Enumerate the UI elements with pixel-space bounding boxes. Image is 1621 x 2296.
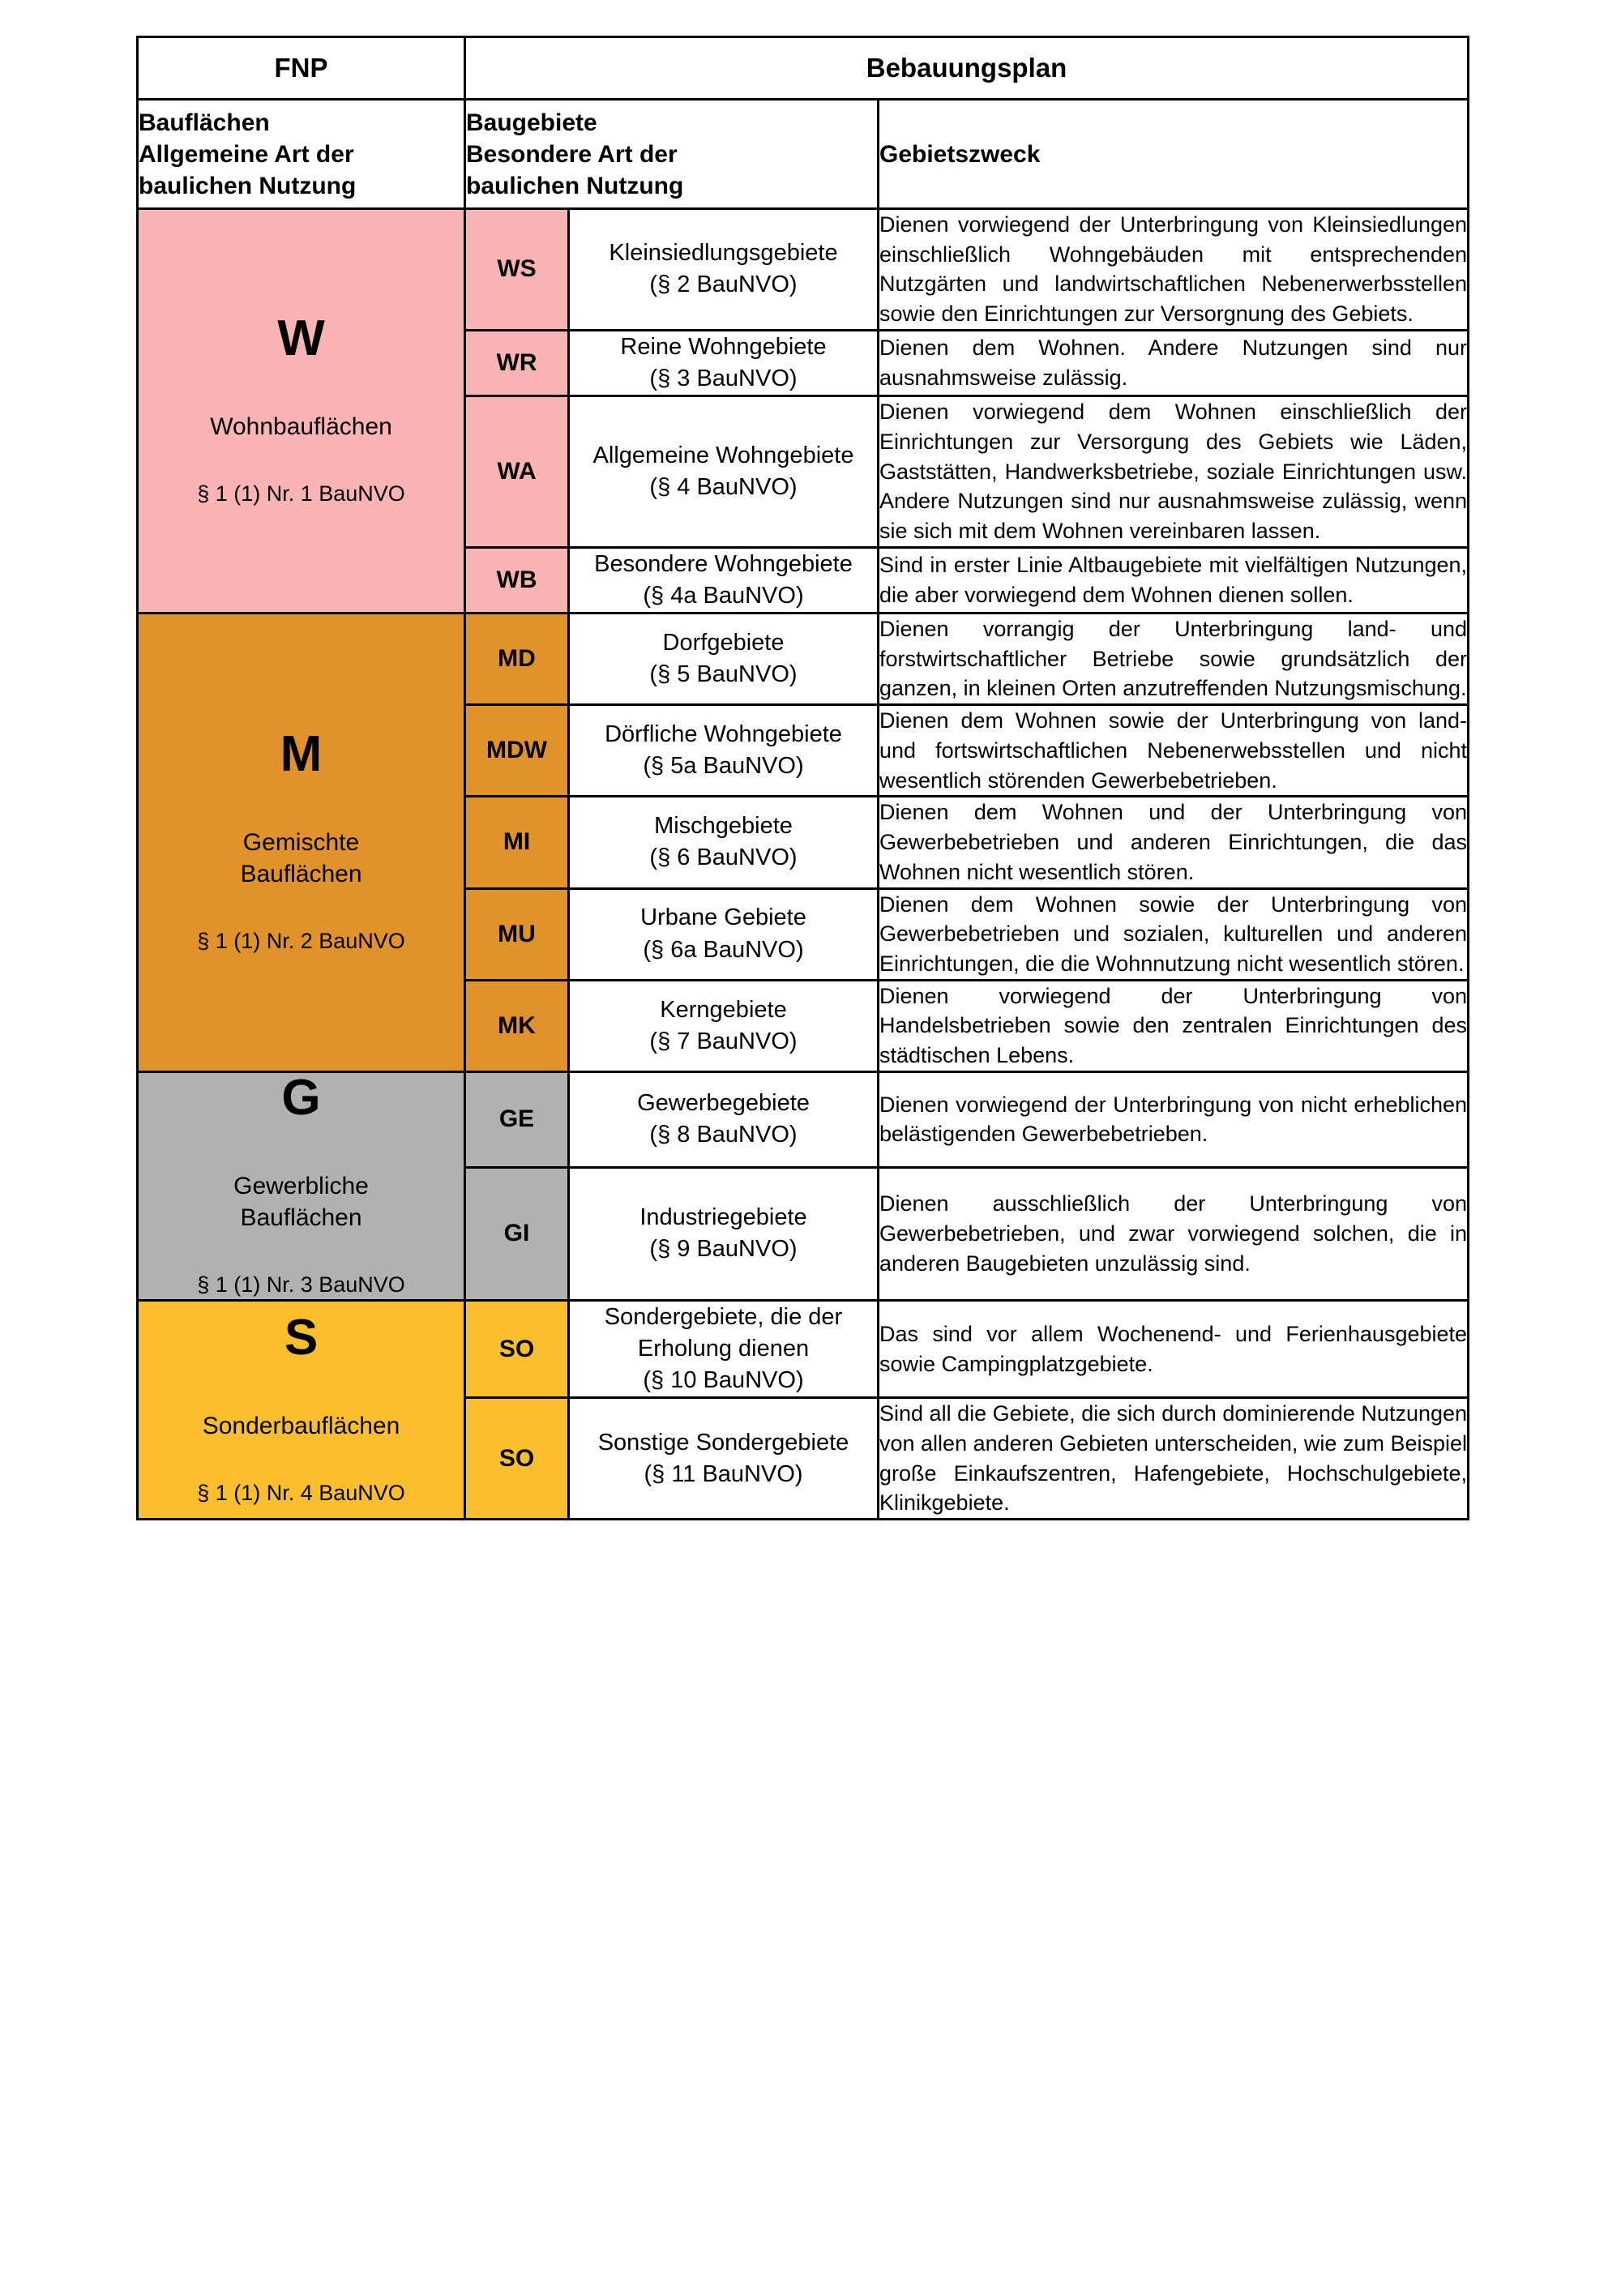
zweck-wr: Dienen dem Wohnen. Andere Nutzungen sind…: [876, 328, 1470, 398]
gebiet-wa: Allgemeine Wohngebiete (§ 4 BauNVO): [567, 395, 879, 549]
category-letter: W: [277, 310, 325, 366]
table-row: WR Reine Wohngebiete (§ 3 BauNVO) Dienen …: [138, 328, 1470, 398]
zweck-ge: Dienen vorwiegend der Unterbringung von …: [876, 1070, 1470, 1169]
abbr-wr: WR: [464, 328, 570, 398]
abbr-so-sonstige: SO: [464, 1396, 570, 1521]
table-body: FNP Bebauungsplan Bauflächen Allgemeine A…: [136, 36, 1470, 1521]
zweck-md: Dienen vorrangig der Unterbringung land-…: [876, 612, 1470, 707]
category-name: Wohnbauflächen: [210, 413, 392, 440]
category-cell-gemischte-bauflaechen: M Gemischte Bauflächen § 1 (1) Nr. 2 BauN…: [136, 612, 466, 1073]
zweck-mk: Dienen vorwiegend der Unterbringung von …: [876, 978, 1470, 1073]
zweck-mdw: Dienen dem Wohnen sowie der Unterbringun…: [876, 703, 1470, 798]
header-fnp: FNP: [136, 36, 466, 100]
abbr-wa: WA: [464, 395, 570, 549]
table-row: SO Sonstige Sondergebiete (§ 11 BauNVO) S…: [138, 1396, 1470, 1521]
fnp-baunvo-table-sheet: FNP Bebauungsplan Bauflächen Allgemeine A…: [136, 36, 1470, 1521]
zweck-mu: Dienen dem Wohnen sowie der Unterbringun…: [876, 887, 1470, 981]
gebiet-mi: Mischgebiete (§ 6 BauNVO): [567, 795, 879, 890]
abbr-mu: MU: [464, 887, 570, 981]
category-name: Gemischte Bauflächen: [240, 828, 362, 887]
gebiet-ws: Kleinsiedlungsgebiete (§ 2 BauNVO): [567, 207, 879, 331]
category-paragraph: § 1 (1) Nr. 3 BauNVO: [197, 1272, 405, 1297]
gebiet-md: Dorfgebiete (§ 5 BauNVO): [567, 612, 879, 707]
table-row: G Gewerbliche Bauflächen § 1 (1) Nr. 3 Ba…: [136, 1070, 1470, 1302]
gebiet-mdw: Dörfliche Wohngebiete (§ 5a BauNVO): [567, 703, 879, 798]
category-paragraph: § 1 (1) Nr. 4 BauNVO: [197, 1480, 405, 1505]
category-name: Sonderbauflächen: [202, 1412, 400, 1439]
header-baugebiete: Baugebiete Besondere Art der baulichen Nut…: [464, 98, 879, 210]
table-row: MDW Dörfliche Wohngebiete (§ 5a BauNVO) D…: [138, 703, 1470, 798]
gebiet-mk: Kerngebiete (§ 7 BauNVO): [567, 978, 879, 1073]
table-row: WA Allgemeine Wohngebiete (§ 4 BauNVO) Di…: [138, 395, 1470, 549]
zweck-mi: Dienen dem Wohnen und der Unterbringung …: [876, 795, 1470, 890]
abbr-ge: GE: [464, 1070, 570, 1169]
category-letter: M: [280, 725, 323, 782]
category-name: Gewerbliche Bauflächen: [233, 1172, 369, 1231]
abbr-mdw: MDW: [464, 703, 570, 798]
header-bauflaechen: Bauflächen Allgemeine Art der baulichen Nu…: [136, 98, 466, 210]
fnp-bebauungsplan-table: FNP Bebauungsplan Bauflächen Allgemeine A…: [136, 36, 1470, 1521]
header-row-sub: Bauflächen Allgemeine Art der baulichen Nu…: [136, 98, 1470, 210]
table-row: MU Urbane Gebiete (§ 6a BauNVO) Dienen de…: [138, 887, 1470, 981]
category-cell-gewerbliche-bauflaechen: G Gewerbliche Bauflächen § 1 (1) Nr. 3 Ba…: [136, 1069, 466, 1302]
category-paragraph: § 1 (1) Nr. 1 BauNVO: [197, 481, 405, 506]
category-cell-wohnbauflaechen: W Wohnbauflächen § 1 (1) Nr. 1 BauNVO: [136, 207, 466, 615]
abbr-ws: WS: [464, 207, 570, 331]
table-row: WB Besondere Wohngebiete (§ 4a BauNVO) Si…: [138, 545, 1470, 615]
abbr-wb: WB: [464, 545, 570, 615]
abbr-so-erholung: SO: [464, 1298, 570, 1400]
table-row: MK Kerngebiete (§ 7 BauNVO) Dienen vorwie…: [138, 978, 1470, 1073]
gebiet-wb: Besondere Wohngebiete (§ 4a BauNVO): [567, 545, 879, 615]
gebiet-gi: Industriegebiete (§ 9 BauNVO): [567, 1165, 879, 1302]
gebiet-so-erholung: Sondergebiete, die der Erholung dienen (§ …: [567, 1298, 879, 1400]
gebiet-ge: Gewerbegebiete (§ 8 BauNVO): [567, 1070, 879, 1169]
abbr-gi: GI: [464, 1165, 570, 1302]
abbr-md: MD: [464, 612, 570, 707]
table-row: S Sonderbauflächen § 1 (1) Nr. 4 BauNVO …: [136, 1298, 1470, 1521]
header-row-top: FNP Bebauungsplan: [136, 36, 1470, 100]
category-letter: S: [284, 1309, 319, 1366]
header-bebauungsplan: Bebauungsplan: [463, 36, 1470, 100]
zweck-gi: Dienen ausschließlich der Unterbringung …: [876, 1165, 1470, 1302]
category-letter: G: [281, 1069, 321, 1126]
header-gebietszweck: Gebietszweck: [876, 98, 1470, 210]
zweck-so-erholung: Das sind vor allem Wochenend- und Ferien…: [876, 1298, 1470, 1400]
table-row: M Gemischte Bauflächen § 1 (1) Nr. 2 BauN…: [136, 612, 1470, 1073]
abbr-mi: MI: [464, 795, 570, 890]
table-row: GI Industriegebiete (§ 9 BauNVO) Dienen a…: [138, 1165, 1470, 1302]
zweck-so-sonstige: Sind all die Gebiete, die sich durch dom…: [876, 1396, 1470, 1521]
abbr-mk: MK: [464, 978, 570, 1073]
gebiet-wr: Reine Wohngebiete (§ 3 BauNVO): [567, 328, 879, 398]
category-paragraph: § 1 (1) Nr. 2 BauNVO: [197, 928, 405, 953]
zweck-wb: Sind in erster Linie Altbaugebiete mit v…: [876, 545, 1470, 615]
gebiet-mu: Urbane Gebiete (§ 6a BauNVO): [567, 887, 879, 981]
category-cell-sonderbauflaechen: S Sonderbauflächen § 1 (1) Nr. 4 BauNVO: [136, 1298, 466, 1521]
zweck-wa: Dienen vorwiegend dem Wohnen einschließl…: [876, 395, 1470, 549]
gebiet-so-sonstige: Sonstige Sondergebiete (§ 11 BauNVO): [567, 1396, 879, 1521]
table-row: W Wohnbauflächen § 1 (1) Nr. 1 BauNVO WS…: [136, 207, 1470, 615]
table-row: MI Mischgebiete (§ 6 BauNVO) Dienen dem W…: [138, 795, 1470, 890]
zweck-ws: Dienen vorwiegend der Unterbringung von …: [876, 207, 1470, 331]
